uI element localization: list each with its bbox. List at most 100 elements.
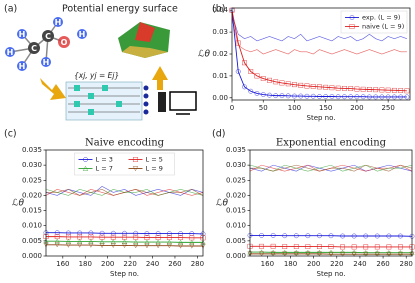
arrow-up bbox=[152, 66, 168, 90]
panel-label: (c) bbox=[4, 129, 17, 140]
marker bbox=[363, 244, 369, 250]
marker bbox=[144, 231, 150, 236]
y-tick-label: 0.010 bbox=[226, 222, 246, 230]
atom bbox=[53, 17, 63, 27]
x-tick-label: 160 bbox=[56, 260, 69, 268]
marker bbox=[340, 244, 345, 250]
atom bbox=[77, 29, 87, 39]
marker bbox=[304, 83, 310, 89]
marker bbox=[88, 242, 94, 248]
marker bbox=[348, 86, 354, 92]
legend-marker bbox=[82, 165, 89, 171]
y-tick-label: 0.03 bbox=[212, 28, 228, 36]
y-tick-label: 0.005 bbox=[22, 237, 42, 245]
atom-label: H bbox=[19, 62, 26, 71]
marker bbox=[310, 84, 316, 89]
marker bbox=[259, 251, 265, 257]
series-line bbox=[250, 234, 413, 237]
marker bbox=[329, 85, 335, 91]
marker bbox=[178, 239, 184, 245]
marker bbox=[110, 230, 116, 236]
x-tick-label: 200 bbox=[350, 104, 363, 112]
marker bbox=[374, 244, 380, 250]
y-axis-label: ℒθ bbox=[12, 199, 24, 209]
x-tick-label: 260 bbox=[168, 260, 181, 268]
marker bbox=[386, 233, 392, 239]
marker bbox=[391, 94, 397, 100]
marker bbox=[335, 85, 341, 91]
marker bbox=[65, 238, 71, 244]
atom bbox=[42, 30, 54, 42]
marker bbox=[66, 230, 71, 236]
y-axis-label: ℒθ bbox=[216, 199, 228, 209]
marker bbox=[282, 244, 288, 250]
x-tick-label: 160 bbox=[261, 260, 274, 268]
y-tick-label: 0.015 bbox=[22, 207, 42, 215]
series-line bbox=[231, 18, 407, 55]
marker bbox=[342, 85, 347, 91]
y-tick-label: 0.035 bbox=[22, 146, 42, 154]
marker bbox=[293, 244, 299, 250]
marker bbox=[373, 94, 379, 100]
marker bbox=[317, 244, 322, 250]
marker bbox=[342, 94, 347, 100]
atom-label: C bbox=[31, 44, 37, 53]
plot-frame bbox=[45, 149, 204, 257]
chart-title: Exponential encoding bbox=[276, 138, 387, 149]
marker bbox=[273, 79, 279, 85]
marker bbox=[270, 233, 276, 238]
marker bbox=[178, 243, 184, 249]
marker bbox=[110, 242, 116, 249]
marker bbox=[155, 239, 161, 245]
marker bbox=[65, 242, 71, 248]
series-line bbox=[46, 236, 203, 239]
marker bbox=[348, 94, 354, 100]
plot-frame bbox=[231, 7, 411, 101]
marker bbox=[242, 84, 247, 90]
marker bbox=[374, 251, 380, 257]
marker bbox=[270, 249, 276, 255]
panel-label: (b) bbox=[212, 4, 225, 15]
marker bbox=[398, 94, 404, 100]
marker bbox=[189, 239, 195, 245]
x-tick-label: 250 bbox=[381, 104, 394, 112]
x-tick-label: 180 bbox=[284, 260, 297, 268]
marker bbox=[99, 239, 105, 245]
marker bbox=[248, 88, 254, 94]
legend-box bbox=[340, 10, 408, 34]
marker bbox=[328, 251, 334, 257]
marker bbox=[340, 233, 345, 239]
marker bbox=[259, 233, 264, 238]
y-tick-label: 0.000 bbox=[226, 252, 246, 260]
marker bbox=[374, 250, 380, 256]
marker bbox=[99, 242, 105, 249]
y-tick-label: 0.030 bbox=[226, 161, 246, 169]
marker bbox=[133, 239, 139, 245]
marker bbox=[404, 88, 410, 94]
marker bbox=[259, 243, 264, 249]
legend-label: L = 9 bbox=[146, 165, 163, 173]
marker bbox=[155, 231, 161, 236]
y-tick-label: 0.025 bbox=[226, 176, 246, 184]
marker bbox=[267, 77, 272, 83]
marker bbox=[363, 233, 369, 239]
marker bbox=[298, 82, 304, 88]
marker bbox=[273, 93, 279, 99]
x-axis-label: Step no. bbox=[110, 270, 139, 278]
marker bbox=[99, 230, 105, 236]
y-tick-label: 0.025 bbox=[22, 176, 42, 184]
marker bbox=[254, 91, 260, 96]
marker bbox=[144, 239, 150, 245]
marker bbox=[254, 73, 260, 79]
atom bbox=[5, 47, 15, 57]
series-line bbox=[249, 164, 413, 172]
marker bbox=[316, 251, 322, 257]
x-tick-label: 280 bbox=[191, 260, 204, 268]
panel-label: (a) bbox=[4, 4, 17, 15]
marker bbox=[373, 87, 379, 93]
marker bbox=[351, 233, 357, 239]
chart-title: Naive encoding bbox=[85, 138, 165, 149]
marker bbox=[110, 239, 116, 245]
marker bbox=[88, 238, 94, 244]
marker bbox=[363, 250, 369, 256]
